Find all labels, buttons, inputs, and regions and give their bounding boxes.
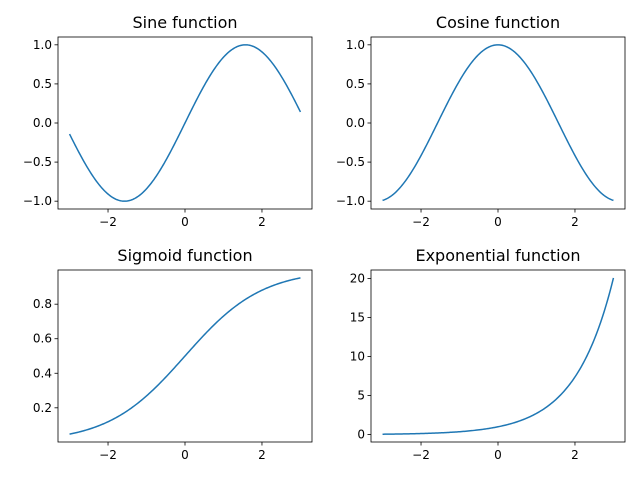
y-tick-label: 1.0 (33, 38, 52, 52)
x-tick-label: 2 (571, 215, 579, 229)
y-tick-label: 0.2 (33, 401, 52, 415)
y-tick-label: 0.4 (33, 366, 52, 380)
x-tick-label: −2 (412, 215, 430, 229)
y-tick-label: −0.5 (336, 155, 365, 169)
subplot-3: −2 0 2 0.2 0.4 0.6 0.8 Sigmoid function (33, 246, 313, 462)
y-tick-label: 0 (357, 428, 365, 442)
series-line (382, 44, 614, 202)
x-tick-label: 2 (258, 215, 266, 229)
x-tick-label: −2 (99, 215, 117, 229)
x-tick-label: −2 (412, 448, 430, 462)
subplot-title: Cosine function (436, 13, 560, 32)
x-tick-label: 2 (258, 448, 266, 462)
series-line (69, 277, 301, 435)
subplot-title: Sine function (132, 13, 237, 32)
y-tick-label: 5 (357, 389, 365, 403)
subplot-1: −2 0 2 −1.0 −0.5 0.0 0.5 1.0 Sine function (23, 13, 313, 229)
subplot-title: Sigmoid function (117, 246, 252, 265)
y-tick-label: 10 (350, 350, 365, 364)
y-tick-label: 0.5 (346, 77, 365, 91)
y-tick-label: −1.0 (336, 194, 365, 208)
x-tick-label: 0 (181, 448, 189, 462)
y-tick-label: −0.5 (23, 155, 52, 169)
x-tick-label: 0 (494, 448, 502, 462)
x-tick-label: 2 (571, 448, 579, 462)
subplot-2: −2 0 2 −1.0 −0.5 0.0 0.5 1.0 Cosine function (336, 13, 626, 229)
y-tick-label: 15 (350, 311, 365, 325)
series-line (68, 44, 302, 202)
y-tick-label: 0.8 (33, 297, 52, 311)
y-tick-label: 0.5 (33, 77, 52, 91)
subplot-title: Exponential function (415, 246, 580, 265)
axes-frame (370, 36, 626, 210)
x-tick-label: 0 (494, 215, 502, 229)
y-tick-label: 0.0 (33, 116, 52, 130)
series-line (382, 277, 615, 435)
y-tick-label: −1.0 (23, 194, 52, 208)
x-tick-label: −2 (99, 448, 117, 462)
y-tick-label: 1.0 (346, 38, 365, 52)
y-tick-label: 0.0 (346, 116, 365, 130)
y-tick-label: 0.6 (33, 332, 52, 346)
y-tick-label: 20 (350, 272, 365, 286)
x-tick-label: 0 (181, 215, 189, 229)
